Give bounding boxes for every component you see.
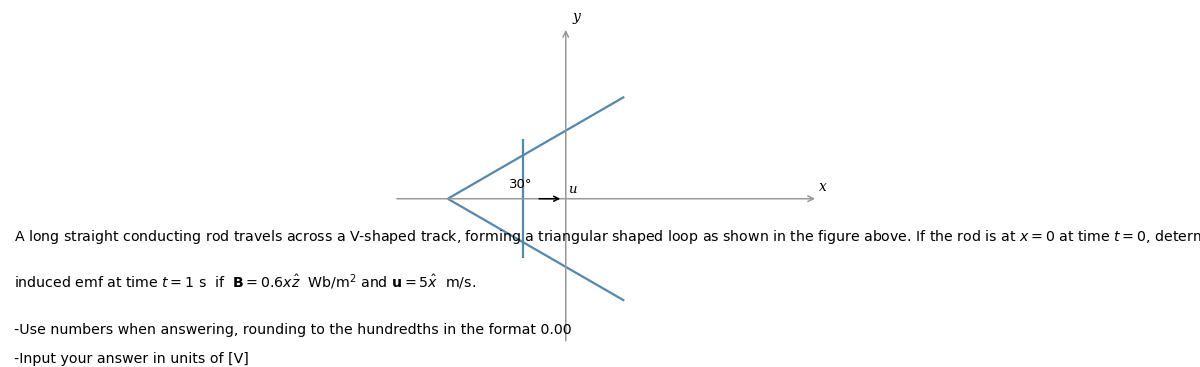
Text: 30°: 30° <box>510 178 533 191</box>
Text: x: x <box>818 181 827 195</box>
Text: A long straight conducting rod travels across a V-shaped track, forming a triang: A long straight conducting rod travels a… <box>14 228 1200 246</box>
Text: y: y <box>572 10 580 25</box>
Text: u: u <box>569 182 577 196</box>
Text: -Use numbers when answering, rounding to the hundredths in the format 0.00: -Use numbers when answering, rounding to… <box>14 323 572 337</box>
Text: -Input your answer in units of [V]: -Input your answer in units of [V] <box>14 352 250 366</box>
Text: induced emf at time $t = 1$ s  if  $\mathbf{B} = 0.6x\hat{z}$  Wb/m$^2$ and $\ma: induced emf at time $t = 1$ s if $\mathb… <box>14 272 476 291</box>
